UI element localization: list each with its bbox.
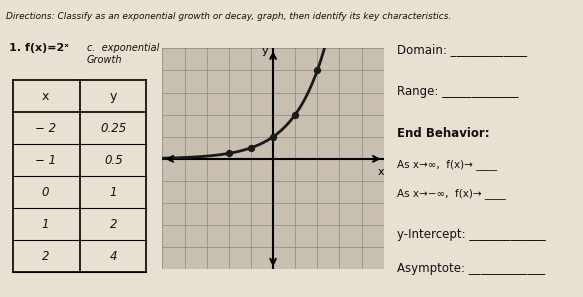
Text: 4: 4 [110,250,117,263]
Text: c.  exponential
Growth: c. exponential Growth [87,43,159,65]
Text: End Behavior:: End Behavior: [396,127,489,140]
Text: 1. f(x)=2ˣ: 1. f(x)=2ˣ [9,43,69,53]
Point [224,151,234,156]
Text: As x→−∞,  f(x)→ ____: As x→−∞, f(x)→ ____ [396,189,505,199]
Point [246,146,255,150]
Text: y: y [262,45,269,56]
Text: As x→∞,  f(x)→ ____: As x→∞, f(x)→ ____ [396,159,497,170]
Text: x: x [378,167,385,177]
Text: 0: 0 [42,186,50,199]
Text: x: x [42,89,50,102]
Text: Domain: _____________: Domain: _____________ [396,43,526,56]
Point [290,112,300,117]
Text: 1: 1 [42,218,50,231]
Text: Asymptote: _____________: Asymptote: _____________ [396,263,545,275]
Point [268,135,278,139]
Text: − 2: − 2 [35,121,56,135]
Text: 0.25: 0.25 [100,121,127,135]
Text: 0.5: 0.5 [104,154,123,167]
Text: Range: _____________: Range: _____________ [396,85,518,98]
Text: 1: 1 [110,186,117,199]
Text: y: y [110,89,117,102]
Text: y-Intercept: _____________: y-Intercept: _____________ [396,228,545,241]
Text: − 1: − 1 [35,154,56,167]
Point [312,68,322,73]
Text: 2: 2 [110,218,117,231]
Text: 2: 2 [42,250,50,263]
Text: Directions: Classify as an exponential growth or decay, graph, then identify its: Directions: Classify as an exponential g… [6,12,451,20]
